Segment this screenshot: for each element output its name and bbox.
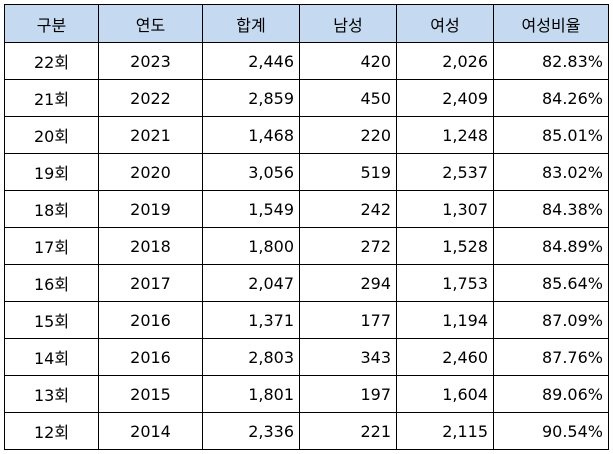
cell-male: 450 bbox=[299, 79, 397, 117]
cell-male: 420 bbox=[299, 42, 397, 80]
cell-year: 2022 bbox=[98, 79, 203, 117]
cell-total: 2,047 bbox=[202, 264, 300, 302]
header-total: 합계 bbox=[202, 4, 300, 43]
table-row: 12회 2014 2,336 221 2,115 90.54% bbox=[4, 412, 609, 450]
cell-female: 1,194 bbox=[396, 301, 494, 339]
table-row: 21회 2022 2,859 450 2,409 84.26% bbox=[4, 79, 609, 117]
cell-total: 1,468 bbox=[202, 116, 300, 154]
cell-male: 221 bbox=[299, 412, 397, 450]
cell-female-ratio: 84.26% bbox=[493, 79, 609, 117]
cell-year: 2016 bbox=[98, 338, 203, 376]
table-row: 20회 2021 1,468 220 1,248 85.01% bbox=[4, 116, 609, 154]
cell-female: 2,115 bbox=[396, 412, 494, 450]
cell-female-ratio: 87.76% bbox=[493, 338, 609, 376]
cell-total: 1,549 bbox=[202, 190, 300, 228]
table-row: 16회 2017 2,047 294 1,753 85.64% bbox=[4, 264, 609, 302]
cell-female: 1,604 bbox=[396, 375, 494, 413]
cell-year: 2016 bbox=[98, 301, 203, 339]
table-row: 15회 2016 1,371 177 1,194 87.09% bbox=[4, 301, 609, 339]
data-table: 구분 연도 합계 남성 여성 여성비율 22회 2023 2,446 420 2… bbox=[4, 4, 609, 450]
header-round: 구분 bbox=[4, 4, 99, 43]
cell-male: 272 bbox=[299, 227, 397, 265]
cell-round: 21회 bbox=[4, 79, 99, 117]
cell-round: 13회 bbox=[4, 375, 99, 413]
cell-female-ratio: 84.38% bbox=[493, 190, 609, 228]
header-female: 여성 bbox=[396, 4, 494, 43]
cell-male: 220 bbox=[299, 116, 397, 154]
cell-round: 14회 bbox=[4, 338, 99, 376]
cell-female-ratio: 89.06% bbox=[493, 375, 609, 413]
cell-round: 22회 bbox=[4, 42, 99, 80]
cell-year: 2020 bbox=[98, 153, 203, 191]
cell-year: 2018 bbox=[98, 227, 203, 265]
cell-total: 1,371 bbox=[202, 301, 300, 339]
cell-female-ratio: 85.64% bbox=[493, 264, 609, 302]
cell-female-ratio: 90.54% bbox=[493, 412, 609, 450]
cell-round: 18회 bbox=[4, 190, 99, 228]
cell-year: 2014 bbox=[98, 412, 203, 450]
cell-round: 12회 bbox=[4, 412, 99, 450]
header-year: 연도 bbox=[98, 4, 203, 43]
cell-total: 2,446 bbox=[202, 42, 300, 80]
table-row: 17회 2018 1,800 272 1,528 84.89% bbox=[4, 227, 609, 265]
cell-female-ratio: 82.83% bbox=[493, 42, 609, 80]
header-male: 남성 bbox=[299, 4, 397, 43]
table-row: 13회 2015 1,801 197 1,604 89.06% bbox=[4, 375, 609, 413]
cell-round: 20회 bbox=[4, 116, 99, 154]
cell-male: 519 bbox=[299, 153, 397, 191]
cell-total: 2,336 bbox=[202, 412, 300, 450]
cell-male: 343 bbox=[299, 338, 397, 376]
cell-total: 2,803 bbox=[202, 338, 300, 376]
cell-male: 242 bbox=[299, 190, 397, 228]
cell-male: 294 bbox=[299, 264, 397, 302]
table-row: 22회 2023 2,446 420 2,026 82.83% bbox=[4, 42, 609, 80]
cell-female: 2,409 bbox=[396, 79, 494, 117]
cell-total: 1,800 bbox=[202, 227, 300, 265]
table-row: 14회 2016 2,803 343 2,460 87.76% bbox=[4, 338, 609, 376]
cell-female: 1,248 bbox=[396, 116, 494, 154]
header-female-ratio: 여성비율 bbox=[493, 4, 609, 43]
table-row: 19회 2020 3,056 519 2,537 83.02% bbox=[4, 153, 609, 191]
cell-total: 3,056 bbox=[202, 153, 300, 191]
cell-female: 2,460 bbox=[396, 338, 494, 376]
cell-round: 15회 bbox=[4, 301, 99, 339]
cell-male: 177 bbox=[299, 301, 397, 339]
cell-female: 2,026 bbox=[396, 42, 494, 80]
header-row: 구분 연도 합계 남성 여성 여성비율 bbox=[4, 4, 609, 43]
cell-year: 2015 bbox=[98, 375, 203, 413]
cell-female-ratio: 87.09% bbox=[493, 301, 609, 339]
cell-female: 2,537 bbox=[396, 153, 494, 191]
cell-female-ratio: 85.01% bbox=[493, 116, 609, 154]
cell-female: 1,528 bbox=[396, 227, 494, 265]
cell-round: 16회 bbox=[4, 264, 99, 302]
cell-female-ratio: 83.02% bbox=[493, 153, 609, 191]
cell-female: 1,753 bbox=[396, 264, 494, 302]
cell-year: 2019 bbox=[98, 190, 203, 228]
cell-total: 1,801 bbox=[202, 375, 300, 413]
cell-female-ratio: 84.89% bbox=[493, 227, 609, 265]
cell-year: 2023 bbox=[98, 42, 203, 80]
cell-male: 197 bbox=[299, 375, 397, 413]
cell-total: 2,859 bbox=[202, 79, 300, 117]
cell-round: 17회 bbox=[4, 227, 99, 265]
cell-female: 1,307 bbox=[396, 190, 494, 228]
cell-year: 2021 bbox=[98, 116, 203, 154]
cell-round: 19회 bbox=[4, 153, 99, 191]
cell-year: 2017 bbox=[98, 264, 203, 302]
table-row: 18회 2019 1,549 242 1,307 84.38% bbox=[4, 190, 609, 228]
